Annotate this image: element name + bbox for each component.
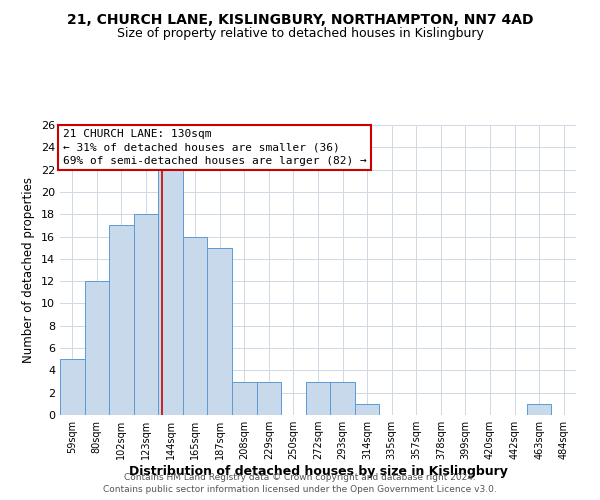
Text: Size of property relative to detached houses in Kislingbury: Size of property relative to detached ho…: [116, 28, 484, 40]
Text: 21, CHURCH LANE, KISLINGBURY, NORTHAMPTON, NN7 4AD: 21, CHURCH LANE, KISLINGBURY, NORTHAMPTO…: [67, 12, 533, 26]
Bar: [330, 382, 355, 415]
Bar: [208, 248, 232, 415]
Bar: [355, 404, 379, 415]
Bar: [134, 214, 158, 415]
Bar: [183, 236, 208, 415]
X-axis label: Distribution of detached houses by size in Kislingbury: Distribution of detached houses by size …: [128, 465, 508, 478]
Bar: [257, 382, 281, 415]
Y-axis label: Number of detached properties: Number of detached properties: [22, 177, 35, 363]
Bar: [60, 359, 85, 415]
Text: Contains public sector information licensed under the Open Government Licence v3: Contains public sector information licen…: [103, 485, 497, 494]
Bar: [85, 281, 109, 415]
Text: 21 CHURCH LANE: 130sqm
← 31% of detached houses are smaller (36)
69% of semi-det: 21 CHURCH LANE: 130sqm ← 31% of detached…: [62, 130, 367, 166]
Bar: [109, 226, 134, 415]
Text: Contains HM Land Registry data © Crown copyright and database right 2024.: Contains HM Land Registry data © Crown c…: [124, 472, 476, 482]
Bar: [232, 382, 257, 415]
Bar: [158, 170, 183, 415]
Bar: [306, 382, 330, 415]
Bar: [527, 404, 551, 415]
